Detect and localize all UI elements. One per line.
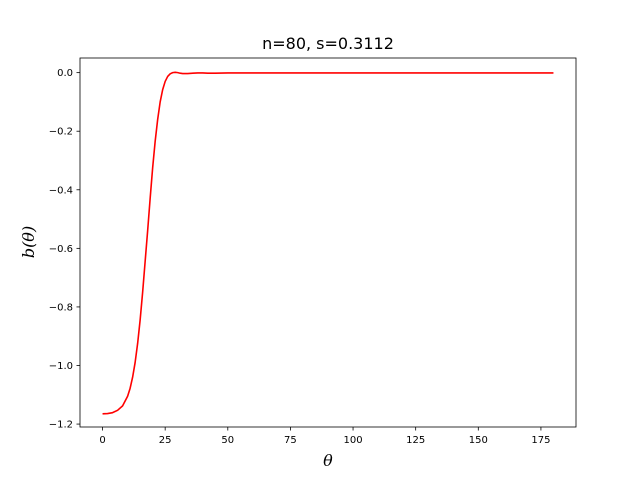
y-axis-ticks: 0.0 −0.2 −0.4 −0.6 −0.8 −1.0 −1.2 [49,68,80,431]
x-tick-label: 75 [284,435,297,446]
x-axis-label: θ [323,451,333,470]
y-tick-label: −0.6 [49,244,73,255]
plot-area [79,57,577,428]
x-tick-label: 150 [469,435,488,446]
y-tick-label: −0.8 [49,302,73,313]
x-tick-label: 50 [221,435,234,446]
axes-frame [79,57,577,428]
y-tick-label: −1.0 [49,361,73,372]
x-tick-label: 125 [406,435,425,446]
series-line [102,71,554,415]
y-tick-label: −0.4 [49,185,73,196]
y-tick-label: −0.2 [49,127,73,138]
x-tick-label: 100 [344,435,363,446]
chart-title: n=80, s=0.3112 [262,34,394,53]
y-tick-label: −1.2 [49,420,73,431]
y-tick-label: 0.0 [57,68,73,79]
x-axis-ticks: 0 25 50 75 100 125 150 175 [99,427,550,446]
series-layer [102,71,554,415]
x-tick-label: 0 [99,435,105,446]
x-tick-label: 25 [159,435,172,446]
y-axis-label: b(θ) [19,226,38,258]
x-tick-label: 175 [531,435,550,446]
